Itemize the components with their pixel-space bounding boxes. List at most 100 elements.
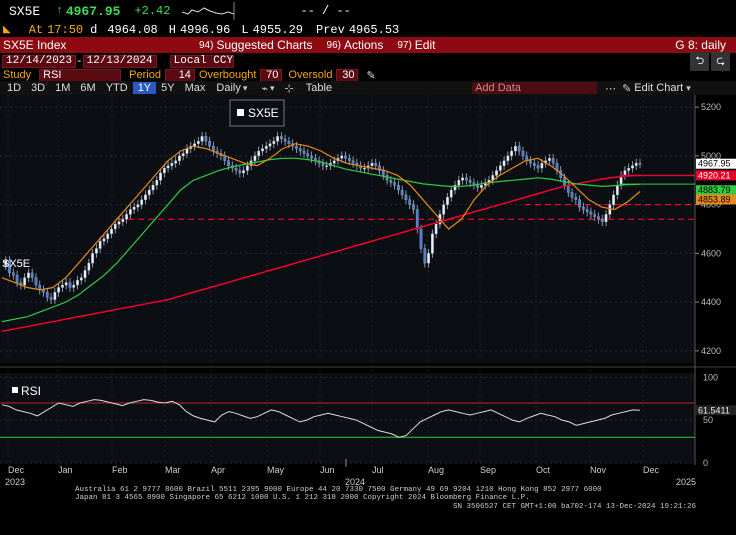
suggested-charts-button[interactable]: Suggested Charts <box>216 38 313 52</box>
ma-200-line <box>1 174 641 333</box>
end-date-field[interactable]: 12/13/2024 <box>82 55 157 68</box>
security-title[interactable]: SX5E Index <box>3 38 67 52</box>
candle-body <box>42 289 45 293</box>
candle-body <box>253 155 257 161</box>
candle-body <box>238 170 242 174</box>
candle-body <box>325 165 329 167</box>
edit-chart-chevron-icon: ▾ <box>686 82 691 93</box>
edit-chart-icon[interactable]: ✎ <box>622 82 632 95</box>
range-tab-1m[interactable]: 1M <box>55 82 71 94</box>
range-tab-5y[interactable]: 5Y <box>161 82 175 94</box>
date-range-bar: 12/14/2023 - 12/13/2024 Local CCY ⮌ ⮎ <box>0 52 736 71</box>
candle-body <box>612 194 615 205</box>
month-label: Jun <box>320 465 335 475</box>
candle-body <box>147 189 151 196</box>
menu-bar: SX5E Index 94) Suggested Charts 96) Acti… <box>0 37 736 53</box>
up-arrow-icon: ↑ <box>56 5 63 17</box>
price-flag-label: 4853.89 <box>698 195 731 205</box>
ticker-symbol[interactable]: SX5E <box>9 3 41 19</box>
candle-body <box>8 260 11 274</box>
price-axis-label: 4200 <box>701 346 721 356</box>
candle-body <box>453 184 457 191</box>
range-tab-6m[interactable]: 6M <box>80 82 96 94</box>
month-label: Nov <box>590 465 607 475</box>
range-tab-1d[interactable]: 1D <box>7 82 22 94</box>
candle-body <box>457 180 461 186</box>
back-button[interactable]: ⮌ <box>690 52 710 71</box>
candle-body <box>419 228 423 249</box>
candle-body <box>589 211 593 215</box>
period-field[interactable]: 14 <box>164 68 195 82</box>
candle-body <box>340 155 344 159</box>
candle-body <box>181 153 185 157</box>
add-data-field[interactable]: Add Data <box>472 82 598 94</box>
range-tab-ytd[interactable]: YTD <box>105 82 128 94</box>
rsi-axis-label: 100 <box>703 372 718 382</box>
start-date-field[interactable]: 12/14/2023 <box>2 55 77 68</box>
candle-body <box>495 170 498 176</box>
candle-body <box>159 172 162 181</box>
range-tab-1y[interactable]: 1Y <box>132 82 157 94</box>
candle-body <box>529 160 532 164</box>
edit-chart-button[interactable]: Edit Chart <box>634 82 684 94</box>
candle-body <box>385 175 389 181</box>
ticker-bar: SX5E ↑ 4967.95 +2.42 -- / -- <box>0 0 736 22</box>
actions-button[interactable]: Actions <box>343 38 384 52</box>
chart-area[interactable]: 5200 5000 4800 4600 4400 4200 100 50 0 Dec Jan Feb M… <box>0 95 736 530</box>
candle-body <box>34 277 38 286</box>
candle-body <box>468 180 472 183</box>
candle-body <box>129 209 132 215</box>
candle-body <box>408 199 412 205</box>
candle-body <box>4 260 8 266</box>
candle-body <box>95 248 98 254</box>
candle-body <box>627 167 631 171</box>
frequency-dropdown[interactable]: Daily <box>216 82 241 94</box>
period-label: Period <box>129 69 161 81</box>
month-label: Sep <box>480 465 496 475</box>
month-label: Apr <box>211 465 225 475</box>
pencil-icon[interactable]: ✎ <box>366 69 376 82</box>
candle-body <box>593 214 597 217</box>
candle-body <box>381 170 385 176</box>
month-label: Dec <box>8 465 25 475</box>
line-style-icon[interactable]: ⌁ <box>261 82 269 95</box>
rsi-line <box>1 399 641 438</box>
month-label: May <box>267 465 285 475</box>
range-tab-3d[interactable]: 3D <box>31 82 46 94</box>
rsi-flag-label: 61.5411 <box>698 405 730 415</box>
cursor-icon[interactable]: ⊹ <box>284 82 294 95</box>
settings-icon[interactable]: ⋯ <box>605 82 617 95</box>
price-axis-label: 4800 <box>701 200 721 210</box>
candle-body <box>498 165 502 171</box>
sparkline-icon <box>182 2 235 20</box>
candle-body <box>64 282 68 286</box>
candle-body <box>623 170 627 176</box>
candle-body <box>76 280 79 286</box>
range-tab-max[interactable]: Max <box>184 82 206 94</box>
price-axis-label: 4400 <box>701 297 721 307</box>
year-label: 2023 <box>5 477 25 487</box>
currency-dropdown[interactable]: Local CCY <box>169 55 234 68</box>
candle-body <box>351 160 355 164</box>
candle-body <box>268 143 272 147</box>
price-chart-svg[interactable]: 5200 5000 4800 4600 4400 4200 100 50 0 Dec Jan Feb M… <box>0 95 736 530</box>
overbought-field[interactable]: 70 <box>260 68 283 82</box>
month-label: Mar <box>165 465 181 475</box>
candle-body <box>117 221 121 225</box>
candle-body <box>287 141 291 144</box>
table-button[interactable]: Table <box>305 82 333 94</box>
candle-body <box>261 148 264 152</box>
price-flag-label: 4967.95 <box>698 159 731 169</box>
candle-body <box>506 155 510 161</box>
candle-body <box>578 199 581 208</box>
study-dropdown[interactable]: RSI <box>39 68 122 82</box>
candle-body <box>257 150 261 157</box>
open-label: d <box>90 22 98 37</box>
forward-button[interactable]: ⮎ <box>711 52 730 71</box>
candle-body <box>45 292 49 298</box>
page-indicator[interactable]: G 8: daily <box>675 38 726 52</box>
edit-button[interactable]: Edit <box>414 38 436 52</box>
candle-body <box>212 146 215 152</box>
oversold-field[interactable]: 30 <box>336 68 359 82</box>
rsi-swatch-icon <box>12 387 18 393</box>
